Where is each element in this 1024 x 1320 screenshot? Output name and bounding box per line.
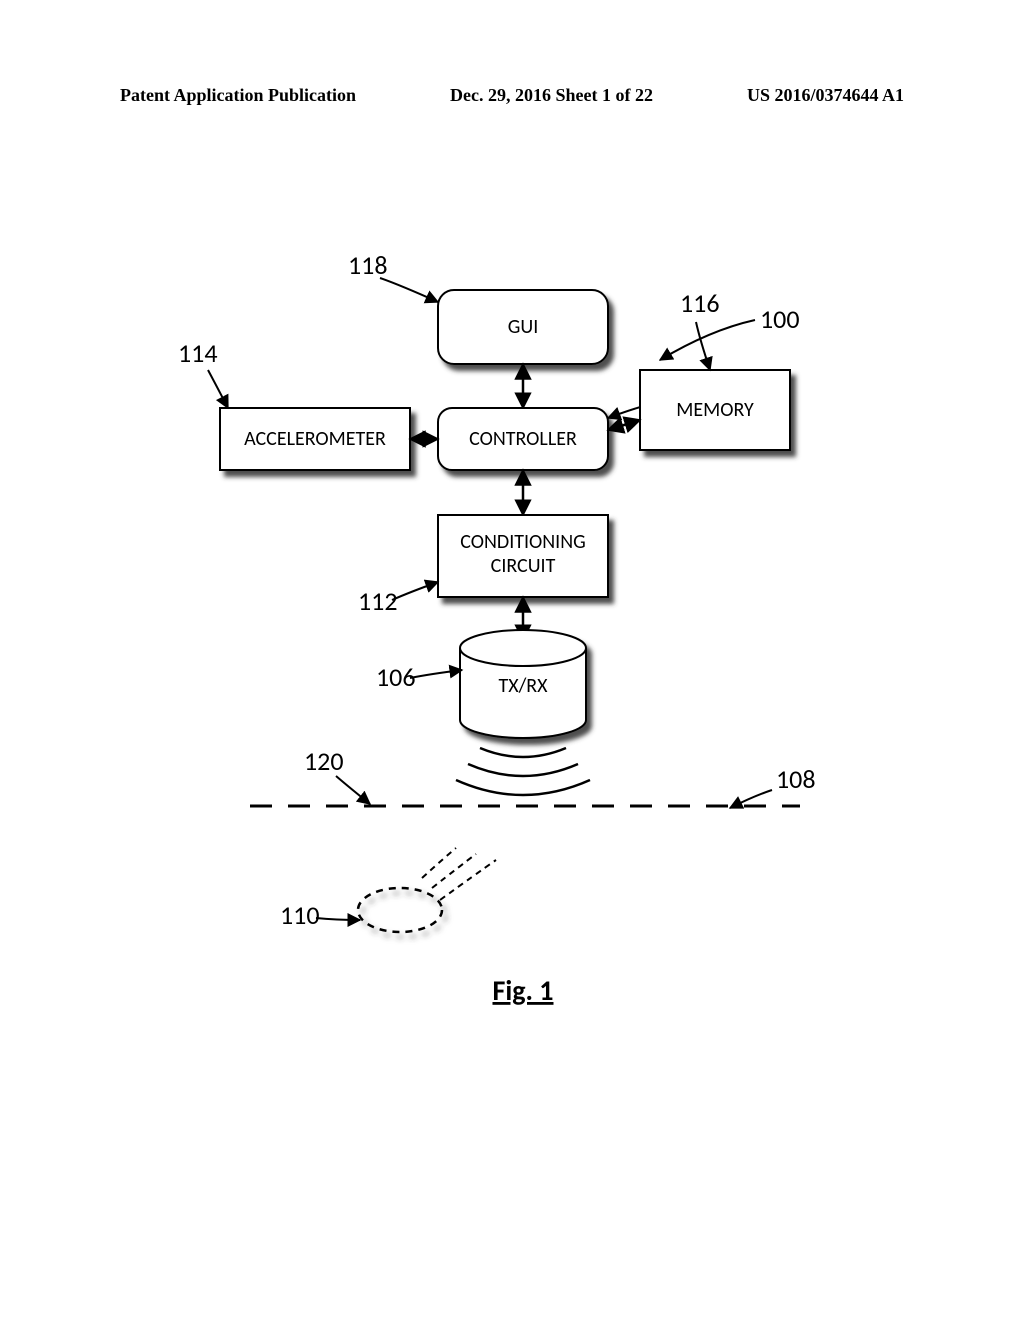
block-controller: CONTROLLER — [438, 408, 608, 470]
svg-text:106: 106 — [376, 661, 416, 693]
ref-112: 112 — [358, 582, 438, 617]
page-header: Patent Application Publication Dec. 29, … — [0, 85, 1024, 106]
svg-text:110: 110 — [280, 899, 320, 931]
block-gui: GUI — [438, 290, 608, 364]
block-txrx: TX/RX — [460, 630, 586, 738]
page: Patent Application Publication Dec. 29, … — [0, 0, 1024, 1320]
ref-114: 114 — [178, 337, 228, 408]
svg-text:TX/RX: TX/RX — [498, 674, 548, 698]
txrx-waves — [456, 748, 590, 795]
svg-text:120: 120 — [304, 745, 344, 777]
ref-110: 110 — [280, 899, 360, 931]
diagram-svg: 100 GUI 118 CONTROLLER 104 — [100, 230, 924, 1130]
block-memory: MEMORY — [640, 370, 790, 450]
ref-118: 118 — [348, 249, 438, 302]
ref-116: 116 — [680, 287, 720, 370]
svg-text:GUI: GUI — [508, 315, 539, 339]
block-conditioning: CONDITIONING CIRCUIT — [438, 515, 608, 597]
header-center: Dec. 29, 2016 Sheet 1 of 22 — [450, 85, 653, 106]
block-accelerometer: ACCELEROMETER — [220, 408, 410, 470]
svg-text:CONTROLLER: CONTROLLER — [469, 427, 577, 451]
svg-text:114: 114 — [178, 337, 218, 369]
header-right: US 2016/0374644 A1 — [747, 85, 904, 106]
figure-label: Fig. 1 — [492, 973, 553, 1008]
svg-text:CONDITIONING: CONDITIONING — [460, 530, 586, 554]
svg-text:CIRCUIT: CIRCUIT — [491, 554, 556, 578]
figure-1: 100 GUI 118 CONTROLLER 104 — [100, 230, 924, 1130]
svg-text:ACCELEROMETER: ACCELEROMETER — [244, 427, 386, 451]
svg-text:100: 100 — [760, 303, 800, 335]
ext-receiver — [358, 848, 496, 932]
ref-108: 108 — [730, 763, 816, 808]
connector-controller-memory — [608, 420, 640, 430]
ref-106: 106 — [376, 661, 462, 693]
svg-text:112: 112 — [358, 585, 398, 617]
svg-text:108: 108 — [776, 763, 816, 795]
header-left: Patent Application Publication — [120, 85, 356, 106]
svg-text:118: 118 — [348, 249, 388, 281]
svg-text:MEMORY: MEMORY — [676, 398, 754, 422]
svg-text:116: 116 — [680, 287, 720, 319]
ref-120: 120 — [304, 745, 370, 804]
